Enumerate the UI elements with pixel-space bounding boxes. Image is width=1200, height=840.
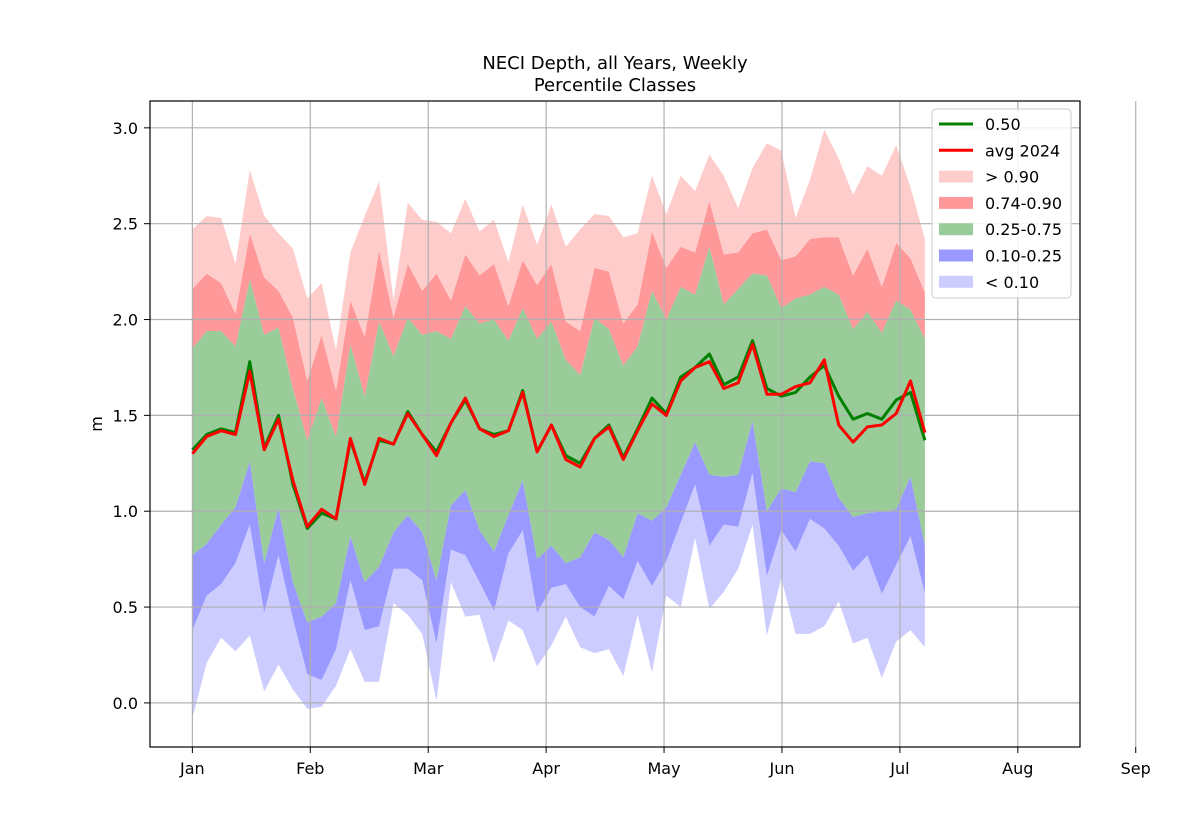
y-tick-label: 2.0 — [113, 311, 138, 330]
x-tick-label: Apr — [532, 759, 560, 778]
band-74-90 — [192, 200, 925, 441]
legend-label-b25_75: 0.25-0.75 — [985, 220, 1062, 239]
y-tick-label: 0.5 — [113, 598, 138, 617]
y-tick-label: 1.0 — [113, 502, 138, 521]
legend-swatch-b10_25 — [939, 249, 973, 262]
band-10-25 — [192, 421, 925, 680]
x-tick-label: Feb — [296, 759, 324, 778]
y-axis-label: m — [87, 416, 106, 432]
y-tick-label: 0.0 — [113, 694, 138, 713]
legend-label-b10_25: 0.10-0.25 — [985, 247, 1062, 266]
band-above-90 — [192, 129, 925, 391]
chart-title: NECI Depth, all Years, Weekly — [482, 53, 748, 74]
x-tick-label: Mar — [413, 759, 444, 778]
band-25-75 — [192, 246, 925, 623]
legend-label-avg: avg 2024 — [985, 141, 1060, 160]
y-tick-label: 2.5 — [113, 215, 138, 234]
x-tick-label: Jul — [889, 759, 909, 778]
plot-area: JanFebMarAprMayJunJulAugSepOctNovDec0.00… — [113, 100, 1151, 778]
x-tick-label: Sep — [1121, 759, 1151, 778]
legend-swatch-b25_75 — [939, 223, 973, 236]
legend: 0.50 avg 2024 > 0.90 0.74-0.90 0.25-0.75 0.10… — [931, 108, 1072, 299]
x-tick-label: Aug — [1002, 759, 1033, 778]
legend-swatch-b74_90 — [939, 196, 973, 209]
legend-label-b74_90: 0.74-0.90 — [985, 194, 1062, 213]
y-tick-label: 3.0 — [113, 119, 138, 138]
band-below-10 — [192, 472, 925, 719]
chart-subtitle: Percentile Classes — [534, 75, 696, 96]
x-tick-label: May — [648, 759, 681, 778]
legend-label-gt90: > 0.90 — [985, 168, 1039, 187]
axes-frame — [149, 100, 1081, 748]
legend-swatch-lt10 — [939, 275, 973, 288]
legend-swatch-gt90 — [939, 170, 973, 183]
grid — [150, 101, 1137, 747]
legend-label-lt10: < 0.10 — [985, 273, 1039, 292]
legend-label-p50: 0.50 — [985, 115, 1021, 134]
x-tick-label: Jun — [768, 759, 794, 778]
x-tick-label: Jan — [179, 759, 205, 778]
bands — [192, 129, 925, 719]
y-tick-label: 1.5 — [113, 406, 138, 425]
series-line-avg — [191, 342, 927, 529]
